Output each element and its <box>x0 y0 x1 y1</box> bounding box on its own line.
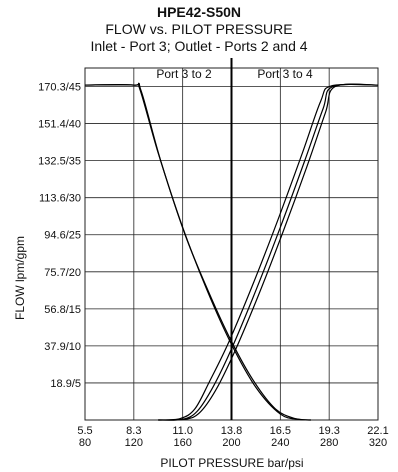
x-tick-bar: 13.8 <box>221 425 242 437</box>
y-tick-label: 132.5/35 <box>38 156 81 168</box>
y-tick-label: 113.6/30 <box>39 193 81 205</box>
chart-subtitle: FLOW vs. PILOT PRESSURE <box>105 21 293 37</box>
y-tick-label: 151.4/40 <box>38 119 81 131</box>
series-group <box>84 82 379 421</box>
series-line-port-3-to-4-c <box>158 83 379 421</box>
x-axis-label: PILOT PRESSURE bar/psi <box>160 456 303 470</box>
x-tick-psi: 320 <box>369 437 387 449</box>
x-tick-psi: 80 <box>79 437 91 449</box>
x-tick-psi: 160 <box>173 437 191 449</box>
y-tick-label: 94.6/25 <box>44 230 81 242</box>
y-tick-label: 170.3/45 <box>38 82 81 94</box>
series-line-port-3-to-2-b <box>84 83 311 421</box>
series-line-port-3-to-4-b <box>158 83 379 421</box>
annotation-port-3-to-2: Port 3 to 2 <box>156 67 212 81</box>
annotation-port-3-to-4: Port 3 to 4 <box>257 67 313 81</box>
y-axis-label: FLOW lpm/gpm <box>13 236 27 320</box>
x-tick-psi: 280 <box>320 437 338 449</box>
chart-title-block: HPE42-S50N FLOW vs. PILOT PRESSURE Inlet… <box>0 4 398 55</box>
grid <box>84 58 379 421</box>
y-tick-label: 18.9/5 <box>50 378 81 390</box>
series-line-port-3-to-4-a <box>158 83 379 421</box>
x-tick-bar: 16.5 <box>270 425 291 437</box>
y-tick-label: 56.8/15 <box>44 304 81 316</box>
x-tick-bar: 5.5 <box>77 425 92 437</box>
y-tick-label: 75.7/20 <box>44 267 81 279</box>
x-tick-bar: 22.1 <box>367 425 388 437</box>
x-tick-psi: 240 <box>271 437 289 449</box>
chart-title: HPE42-S50N <box>156 4 242 20</box>
x-tick-bar: 11.0 <box>172 425 193 437</box>
series-line-port-3-to-2-a <box>84 82 311 421</box>
x-tick-bar: 8.3 <box>126 425 141 437</box>
y-tick-label: 37.9/10 <box>44 341 81 353</box>
chart-subtitle-2: Inlet - Port 3; Outlet - Ports 2 and 4 <box>90 38 308 54</box>
x-tick-psi: 120 <box>125 437 143 449</box>
x-tick-bar: 19.3 <box>318 425 339 437</box>
x-tick-psi: 200 <box>222 437 240 449</box>
